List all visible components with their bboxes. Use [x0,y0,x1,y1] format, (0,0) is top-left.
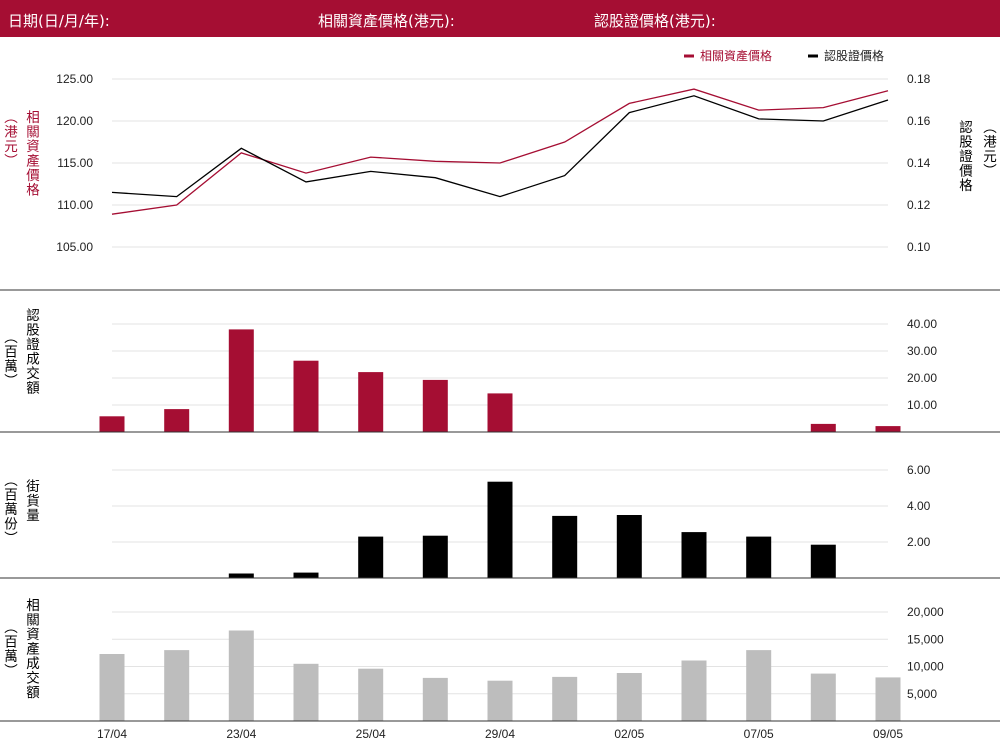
bar [681,660,707,721]
bar [293,360,319,432]
y-right-tick-label: 0.12 [907,198,931,212]
price-right-title: 認股證價格 （港元） [955,120,1000,230]
bar [616,673,642,721]
y-left-tick-label: 125.00 [56,72,93,86]
series-line-1 [111,88,889,215]
x-tick-label: 29/04 [485,727,515,741]
y-left-tick-label: 120.00 [56,114,93,128]
bar [228,573,254,578]
header-bar: 日期(日/月/年): 相關資產價格(港元): 認股證價格(港元): [0,0,1000,37]
y-left-tick-label: 115.00 [57,156,93,170]
price-right-unit: （港元） [980,120,996,178]
bar [228,329,254,432]
bar [810,423,836,432]
outstanding-unit: （百萬份） [1,473,17,546]
bar [164,650,190,721]
bar [487,481,513,578]
y-left-tick-label: 105.00 [56,240,93,254]
price-left-unit: （港元） [1,110,17,168]
y-tick-label: 15,000 [907,632,944,646]
bar [552,676,578,721]
x-tick-label: 23/04 [226,727,256,741]
bar [228,630,254,721]
y-right-tick-label: 0.14 [907,156,931,170]
bar [487,680,513,721]
legend-label: 認股證價格 [824,48,884,63]
bar [99,654,125,721]
bar [746,650,772,721]
x-tick-label: 07/05 [744,727,774,741]
bar [875,677,901,721]
x-tick-label: 25/04 [356,727,386,741]
y-tick-label: 10,000 [907,660,944,674]
bar [422,535,448,578]
y-tick-label: 20,000 [907,605,944,619]
bar [164,409,190,432]
x-tick-label: 17/04 [97,727,127,741]
series-line-2 [111,95,889,198]
y-tick-label: 20.00 [907,371,937,385]
y-right-tick-label: 0.16 [907,114,931,128]
bar [810,544,836,578]
warrant-price-label: 認股證價格(港元): [594,12,716,30]
legend-label: 相關資產價格 [700,48,772,63]
bar [293,572,319,578]
outstanding-title: （百萬份） 街貨量 [0,473,46,553]
bar [746,536,772,578]
bar [293,663,319,721]
y-tick-label: 2.00 [907,535,931,549]
date-label: 日期(日/月/年): [8,12,110,30]
warrant-volume-title: （百萬） 認股證成交額 [0,308,46,423]
bar [681,532,707,578]
bar [422,677,448,721]
x-tick-label: 09/05 [873,727,903,741]
y-right-tick-label: 0.18 [907,72,931,86]
bar [358,668,384,721]
y-tick-label: 30.00 [907,344,937,358]
y-tick-label: 10.00 [907,398,937,412]
bar [99,416,125,432]
outstanding-text: 街貨量 [23,479,39,523]
bar [810,673,836,721]
price-left-title: （港元） 相關資產價格 [0,110,46,240]
bar [875,426,901,432]
price-right-text: 認股證價格 [956,120,972,193]
warrant-volume-text: 認股證成交額 [23,308,39,395]
warrant-volume-unit: （百萬） [1,330,17,388]
asset-volume-unit: （百萬） [1,620,17,678]
y-right-tick-label: 0.10 [907,240,931,254]
bar [358,536,384,578]
asset-volume-text: 相關資產成交額 [23,598,39,700]
y-left-tick-label: 110.00 [57,198,93,212]
x-tick-label: 02/05 [614,727,644,741]
asset-volume-title: （百萬） 相關資產成交額 [0,598,46,718]
price-left-text: 相關資產價格 [23,110,39,197]
bar [358,372,384,432]
y-tick-label: 5,000 [907,687,937,701]
bar [616,515,642,578]
warrant-chart: 105.00 110.00 115.00 120.00 125.00 0.10 0.12 0.… [0,48,1000,741]
y-tick-label: 6.00 [907,463,931,477]
asset-price-label: 相關資產價格(港元): [318,12,455,30]
bar [552,515,578,578]
bar [487,393,513,432]
y-tick-label: 4.00 [907,499,931,513]
y-tick-label: 40.00 [907,317,937,331]
bar [422,379,448,432]
